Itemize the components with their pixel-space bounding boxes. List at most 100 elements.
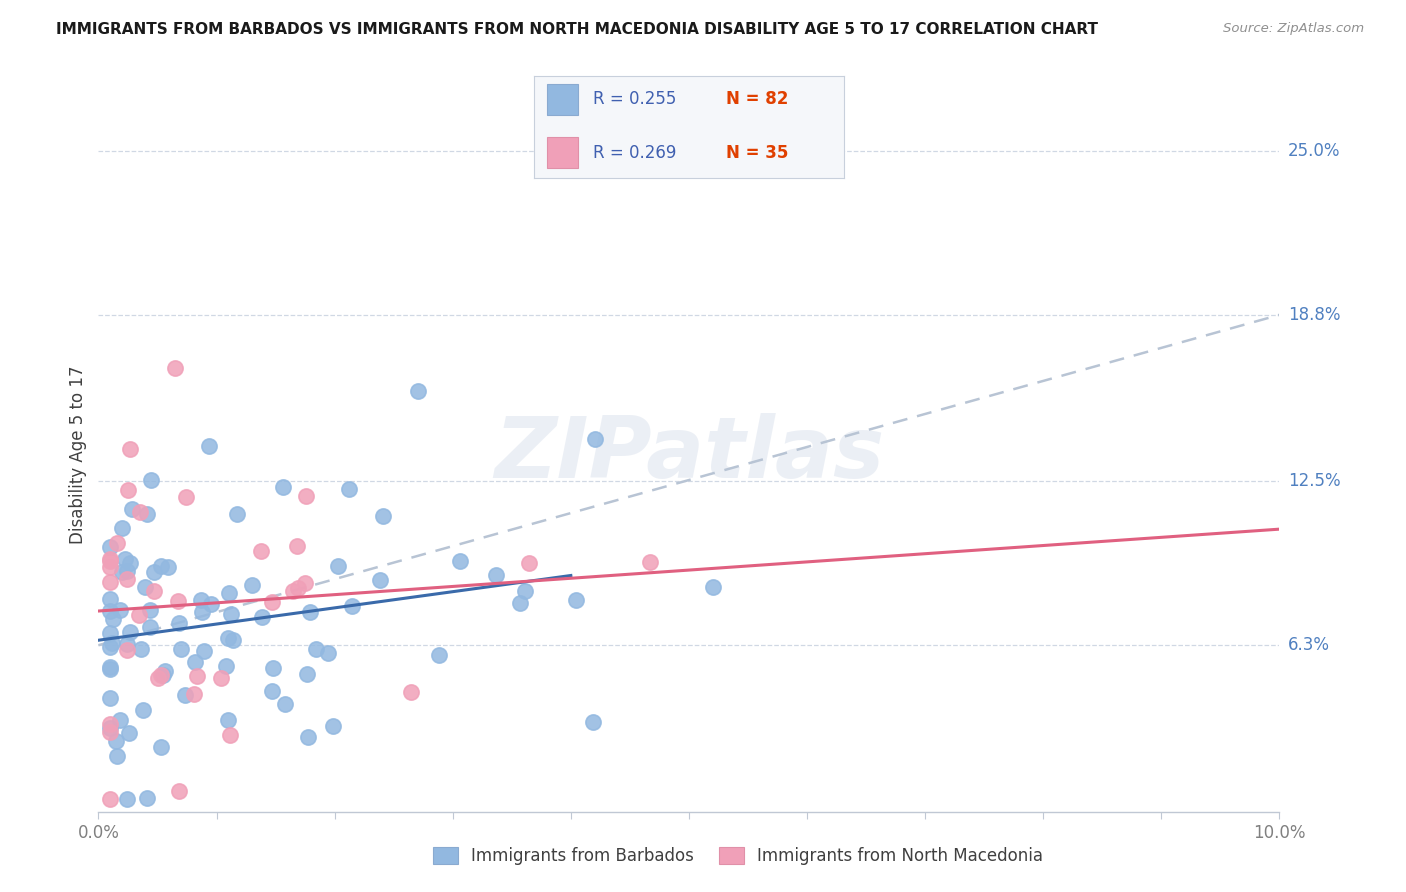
Point <box>98 551 121 566</box>
Point <box>326 559 349 574</box>
Point <box>98 625 121 640</box>
Y-axis label: Disability Age 5 to 17: Disability Age 5 to 17 <box>69 366 87 544</box>
Point <box>219 728 242 742</box>
Point <box>169 642 191 657</box>
Point <box>118 625 141 640</box>
Point <box>108 714 131 728</box>
FancyBboxPatch shape <box>547 84 578 115</box>
Point <box>98 721 121 735</box>
Point <box>406 384 429 398</box>
Point <box>173 688 195 702</box>
Point <box>98 554 121 568</box>
Point <box>149 740 172 755</box>
Point <box>136 790 159 805</box>
Text: ZIPatlas: ZIPatlas <box>494 413 884 497</box>
Point <box>117 483 139 497</box>
Point <box>283 583 305 598</box>
Point <box>298 605 321 619</box>
Point <box>105 748 128 763</box>
Point <box>297 730 319 744</box>
Text: 6.3%: 6.3% <box>1288 636 1330 654</box>
Point <box>193 643 215 657</box>
Point <box>295 489 318 503</box>
Point <box>136 507 159 521</box>
Point <box>262 683 284 698</box>
Point <box>139 603 162 617</box>
Point <box>322 718 344 732</box>
Point <box>98 725 121 739</box>
Point <box>485 568 508 582</box>
Point <box>305 642 328 657</box>
Point <box>98 559 121 574</box>
Point <box>517 556 540 570</box>
Point <box>132 703 155 717</box>
Point <box>427 648 450 662</box>
Point <box>100 716 122 731</box>
Text: 12.5%: 12.5% <box>1288 473 1340 491</box>
Point <box>183 687 205 701</box>
Point <box>98 662 121 676</box>
Point <box>294 576 316 591</box>
Point <box>167 615 190 630</box>
Point <box>240 578 263 592</box>
Point <box>120 442 142 456</box>
Point <box>117 637 139 651</box>
Point <box>316 646 339 660</box>
Point <box>184 655 207 669</box>
Point <box>287 581 309 595</box>
Point <box>217 713 239 727</box>
Text: Source: ZipAtlas.com: Source: ZipAtlas.com <box>1223 22 1364 36</box>
Point <box>167 784 190 798</box>
Point <box>98 604 121 618</box>
Point <box>153 665 176 679</box>
Text: N = 35: N = 35 <box>725 144 789 161</box>
Point <box>114 552 136 566</box>
Point <box>108 603 131 617</box>
Point <box>115 572 138 586</box>
Point <box>368 573 391 587</box>
Point <box>214 659 236 673</box>
Point <box>513 583 536 598</box>
Point <box>98 574 121 589</box>
Point <box>337 482 360 496</box>
Point <box>221 632 243 647</box>
Point <box>218 585 240 599</box>
Point <box>166 594 188 608</box>
Point <box>174 490 197 504</box>
Point <box>190 592 212 607</box>
Point <box>157 560 180 574</box>
Point <box>146 671 169 685</box>
Point <box>118 726 141 740</box>
Point <box>115 642 138 657</box>
Text: 25.0%: 25.0% <box>1288 142 1340 160</box>
Point <box>104 733 127 747</box>
Point <box>129 642 152 657</box>
Point <box>260 595 283 609</box>
Point <box>150 559 173 574</box>
Point <box>373 508 395 523</box>
Point <box>118 556 141 570</box>
Point <box>219 607 242 621</box>
Point <box>139 620 162 634</box>
Point <box>191 605 214 619</box>
Point <box>262 661 284 675</box>
Point <box>128 607 150 622</box>
Text: 18.8%: 18.8% <box>1288 306 1340 324</box>
Point <box>111 521 134 535</box>
Point <box>115 564 138 578</box>
Point <box>101 612 124 626</box>
Point <box>225 507 247 521</box>
Point <box>273 480 295 494</box>
Point <box>98 591 121 606</box>
Point <box>152 668 174 682</box>
Point <box>297 666 319 681</box>
Point <box>340 599 363 613</box>
FancyBboxPatch shape <box>547 137 578 168</box>
Point <box>582 714 605 729</box>
Point <box>100 636 122 650</box>
Point <box>143 583 166 598</box>
Point <box>150 668 173 682</box>
Point <box>249 543 271 558</box>
Point <box>209 671 232 685</box>
Point <box>565 592 588 607</box>
